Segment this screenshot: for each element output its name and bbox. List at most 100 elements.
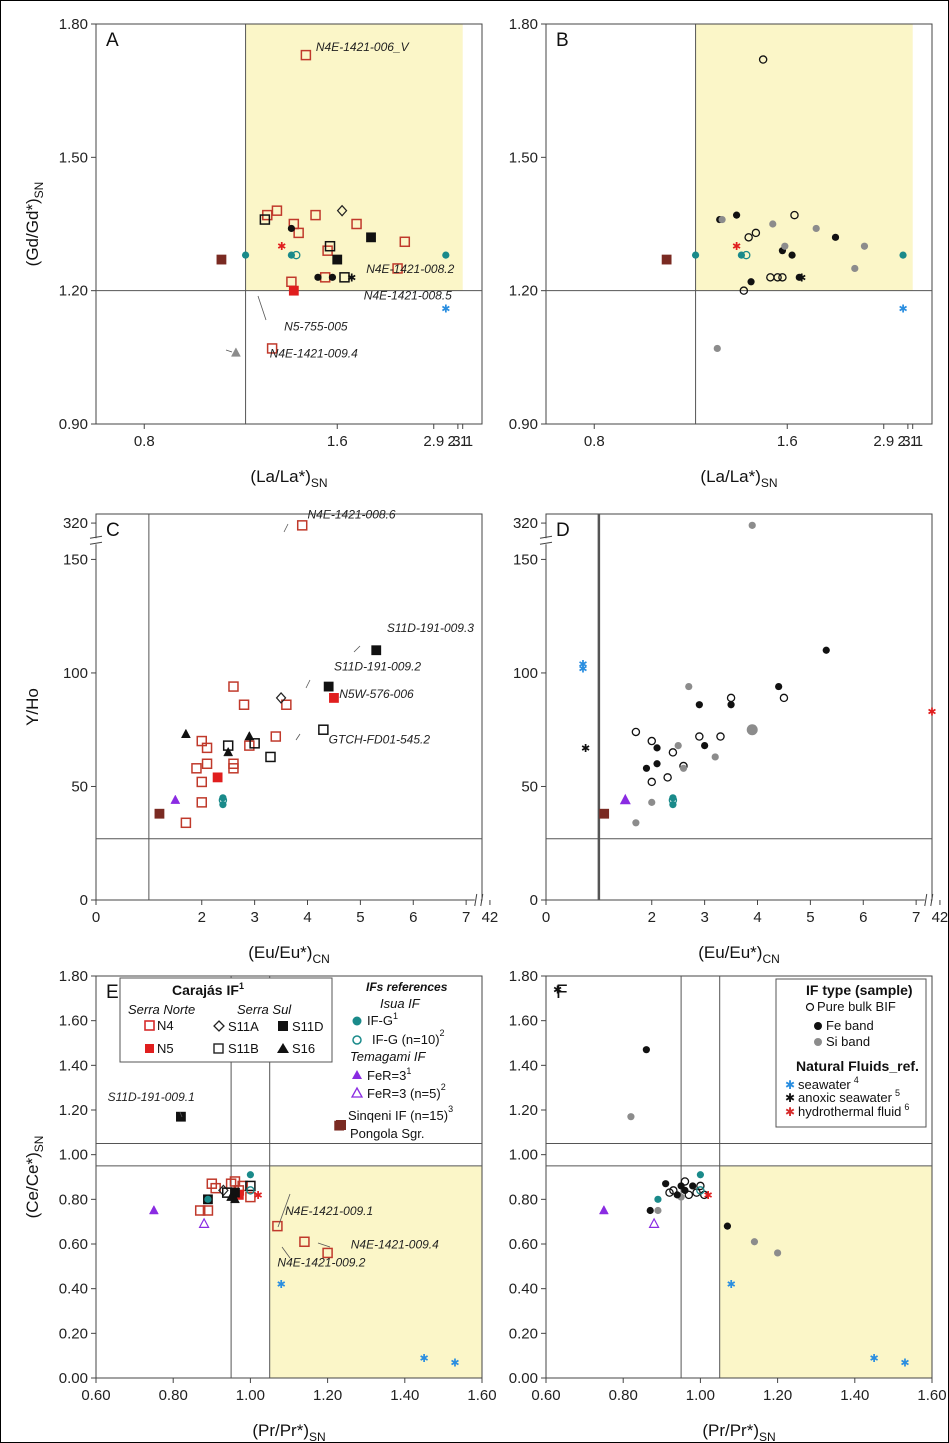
data-point <box>747 278 755 286</box>
x-tick-label: 0 <box>542 909 550 926</box>
data-point <box>681 1186 689 1194</box>
data-point: ✱ <box>732 241 741 253</box>
legend-pure-marker <box>805 1002 815 1012</box>
data-point: ✱ <box>704 1190 713 1202</box>
legend-serra-sul: Serra Sul <box>237 1002 292 1017</box>
data-point <box>202 1205 214 1216</box>
data-point <box>668 748 678 757</box>
data-point <box>748 521 756 529</box>
x-axis-label: (Pr/Pr*)SN <box>252 1421 325 1443</box>
data-point <box>196 735 208 747</box>
legend-fluids-title: Natural Fluids_ref. <box>796 1058 919 1074</box>
x-tick-label: 1.60 <box>467 1387 496 1404</box>
y-tick-label: 0.80 <box>509 1191 538 1208</box>
x-tick-label: 0.60 <box>81 1387 110 1404</box>
data-point <box>751 228 761 238</box>
x-axis-label: (La/La*)SN <box>700 467 777 490</box>
legend-pongola: Pongola Sgr. <box>350 1126 424 1141</box>
x-tick-label: 3.1 <box>452 433 473 450</box>
y-tick-label: 1.40 <box>59 1057 88 1074</box>
data-point <box>176 1111 186 1122</box>
data-point <box>674 742 682 750</box>
sample-annotation: N5-755-005 <box>284 320 348 334</box>
data-point <box>270 731 282 742</box>
y-tick-label: 0.20 <box>509 1325 538 1342</box>
data-point <box>245 1191 256 1203</box>
data-point <box>631 727 641 737</box>
data-point <box>627 1113 635 1121</box>
legend-references: IFs references Isua IF IF-G1 IF-G (n=10)… <box>348 980 453 1141</box>
legend-n4-marker <box>144 1020 155 1031</box>
panel-a: 0.8 1.6 2.12.9 3.1 0.90 1.20 1.50 1.80 A (La/La*)… <box>23 16 483 490</box>
plot-frame <box>545 23 933 425</box>
legend-ifg2-marker <box>352 1035 362 1045</box>
data-point: ✱ <box>254 1190 263 1202</box>
axis-break <box>90 538 102 545</box>
data-point <box>653 760 661 768</box>
data-point <box>196 797 208 808</box>
data-point <box>669 794 677 802</box>
legend-if-type-title: IF type (sample) <box>806 982 913 998</box>
annotation-leader <box>225 349 233 353</box>
data-point <box>795 273 803 281</box>
data-point <box>642 1046 650 1054</box>
data-point: ✱ <box>927 707 936 719</box>
shaded-field <box>719 1165 932 1378</box>
data-point <box>288 285 299 296</box>
axis-break-mark <box>89 541 103 545</box>
legend-fe-marker <box>814 1022 822 1030</box>
data-point <box>679 764 688 772</box>
y-tick-label: 0.90 <box>59 416 88 433</box>
data-point <box>899 251 907 259</box>
legend-s11d-marker <box>278 1021 288 1031</box>
data-point <box>196 776 208 788</box>
legend-title: Carajás IF1 <box>172 981 244 998</box>
sample-annotation: N4E-1421-009.4 <box>351 1237 439 1251</box>
x-axis-label: (Pr/Pr*)SN <box>702 1421 775 1443</box>
data-point <box>399 236 411 248</box>
y-tick-label: 0.60 <box>59 1236 88 1253</box>
data-point <box>680 1177 690 1186</box>
x-tick-label: 7 <box>912 909 920 926</box>
data-point: ✱ <box>797 272 806 284</box>
y-tick-label: 1.20 <box>509 283 538 300</box>
annotation-leader <box>179 1111 183 1118</box>
legend-refs-title: IFs references <box>366 980 448 994</box>
x-tick-label: 42 <box>932 909 949 926</box>
data-point: ✱ <box>277 1279 286 1291</box>
data-point <box>695 732 704 741</box>
annotation-leader <box>277 1193 291 1228</box>
legend-serra-norte: Serra Norte <box>128 1002 195 1017</box>
legend-ifg2: IF-G (n=10)2 <box>372 1028 445 1047</box>
x-tick-label: 2 <box>648 909 656 926</box>
annotation-leader <box>281 1246 291 1259</box>
data-point <box>599 808 610 819</box>
sample-annotation: N4E-1421-009.2 <box>277 1255 365 1269</box>
y-tick-label: 1.00 <box>509 1147 538 1164</box>
x-axis-label: (Eu/Eu*)CN <box>698 943 780 966</box>
x-tick-label: 1.20 <box>313 1387 342 1404</box>
data-point <box>701 742 709 750</box>
data-point <box>238 699 250 710</box>
data-point: ✱ <box>727 1279 736 1291</box>
panel-e: 0.60 0.80 1.00 1.20 1.40 1.60 0.00 0.20 0.40 0.60… <box>23 968 497 1443</box>
plot-frame <box>95 23 483 425</box>
data-point <box>219 794 227 802</box>
data-point <box>322 1247 333 1259</box>
panel-label: A <box>106 30 119 51</box>
x-tick-label: 7 <box>462 909 470 926</box>
shaded-field <box>269 1165 482 1378</box>
y-axis-label: (Ce/Ce*)SN <box>23 1136 46 1219</box>
data-point <box>392 263 403 274</box>
y-tick-label: 0.80 <box>59 1191 88 1208</box>
legend-temagami: Temagami IF <box>350 1049 426 1064</box>
data-point <box>696 1181 705 1191</box>
y-tick-label: 0 <box>80 892 88 909</box>
panel-label: F <box>556 982 568 1003</box>
x-tick-label: 6 <box>859 909 867 926</box>
legend-pure: Pure bulk BIF <box>817 999 896 1014</box>
data-point <box>324 240 336 252</box>
data-point <box>723 1222 732 1230</box>
legend-if-type: IF type (sample) Pure bulk BIF Fe band S… <box>775 978 927 1128</box>
